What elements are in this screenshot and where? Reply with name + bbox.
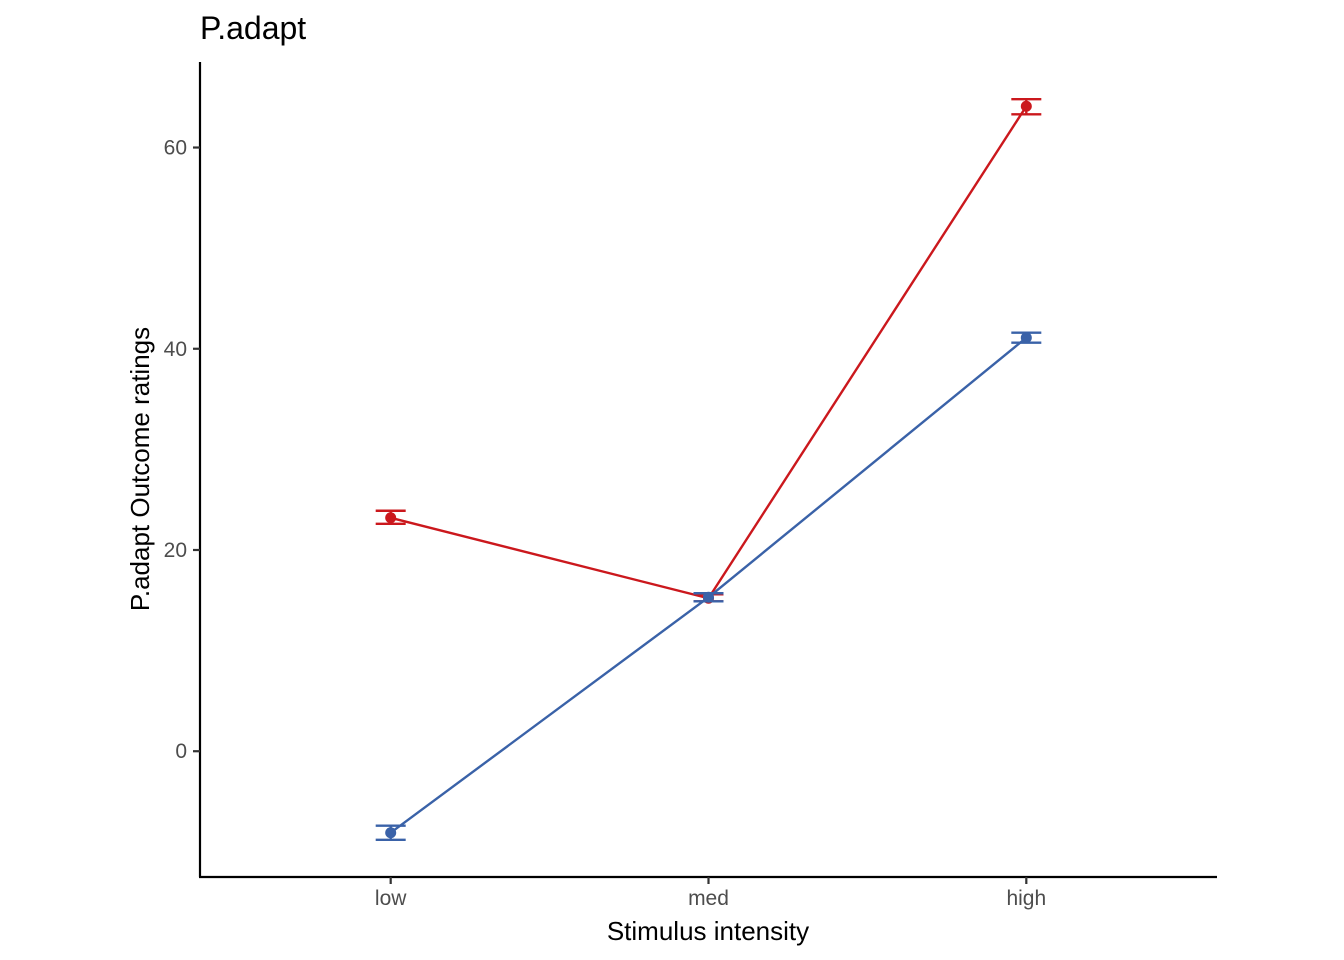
data-point (1020, 100, 1032, 112)
x-tick-label: high (1006, 887, 1046, 910)
x-tick-label: low (375, 887, 407, 910)
series-1 (375, 98, 1042, 604)
data-point (385, 827, 397, 839)
series-layer (375, 98, 1042, 841)
x-tick-label: med (688, 887, 729, 910)
x-axis-ticks: low med high (375, 877, 1046, 910)
y-tick-label: 40 (164, 338, 187, 361)
y-tick-label: 0 (175, 740, 187, 763)
data-point (703, 591, 714, 603)
y-tick-label: 20 (164, 539, 187, 562)
y-axis-title: P.adapt Outcome ratings (125, 327, 155, 611)
x-axis-title: Stimulus intensity (607, 916, 809, 946)
y-tick-label: 60 (164, 137, 187, 160)
series-2 (375, 331, 1042, 841)
chart-title: P.adapt (200, 10, 306, 46)
data-point (1020, 332, 1032, 344)
y-axis-ticks: 0 20 40 60 (164, 137, 200, 763)
series-line (390, 105, 1028, 600)
data-point (385, 512, 397, 524)
series-line (389, 336, 1028, 834)
